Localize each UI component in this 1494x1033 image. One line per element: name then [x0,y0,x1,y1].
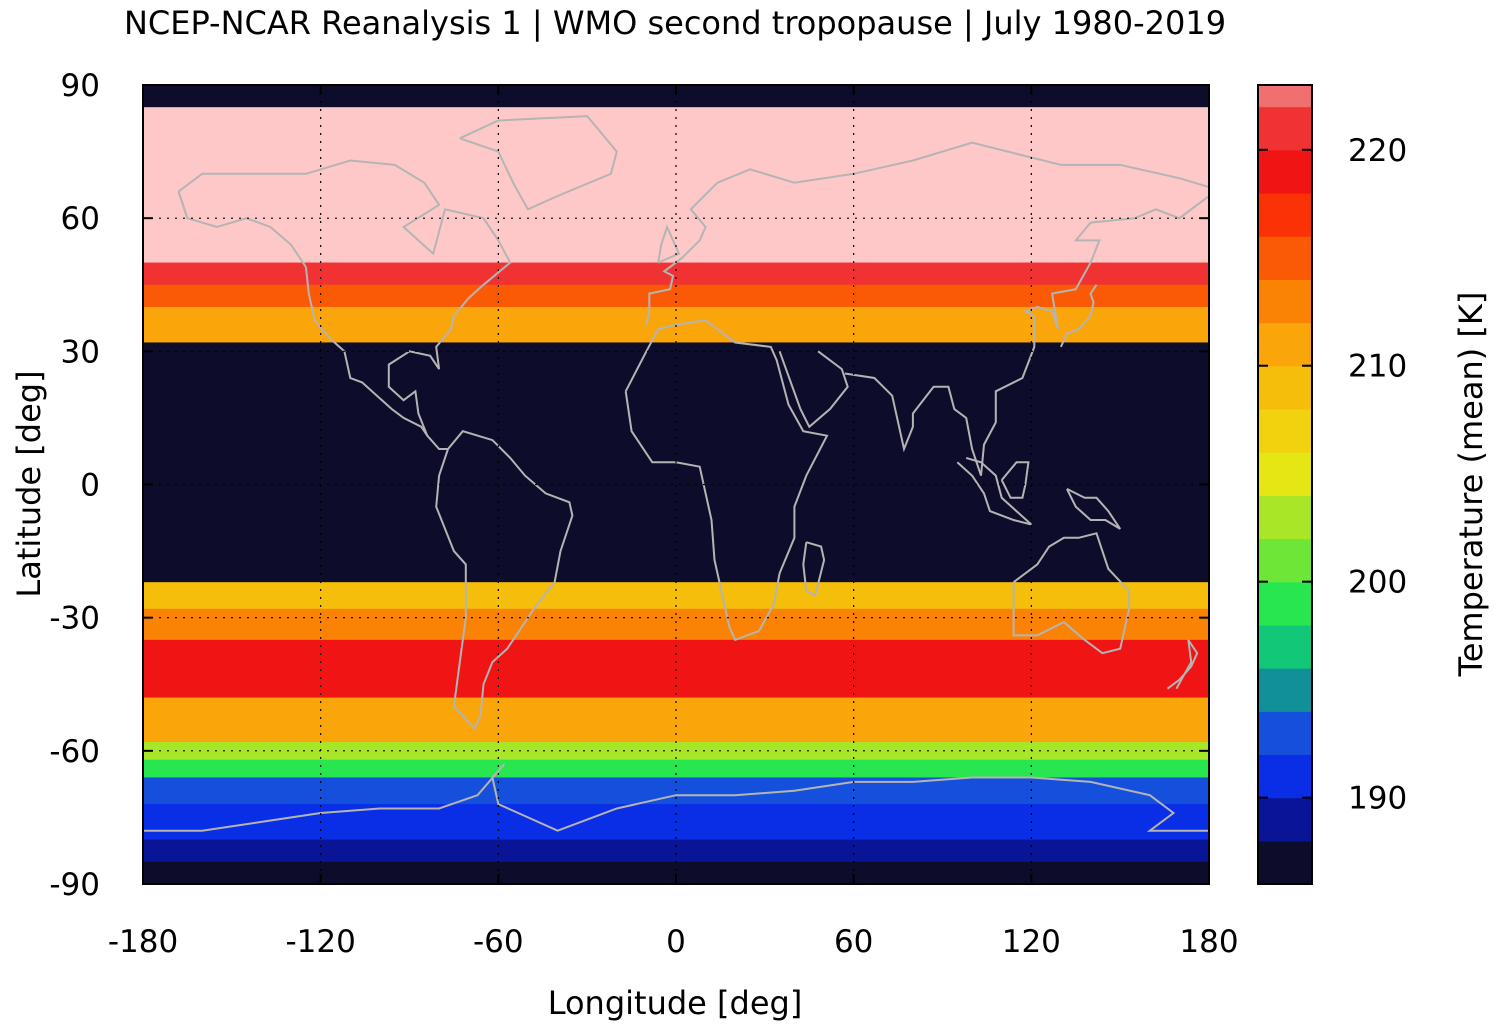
x-tick-label: -180 [108,924,178,960]
y-tick-label: 30 [61,334,100,370]
coastline-17 [657,224,681,264]
coastline-11 [1000,461,1030,499]
y-tick-label: -60 [49,734,100,770]
coastline-15 [143,763,1209,832]
colorbar-level-18 [1258,85,1312,108]
x-tick-labels: -180 -120 -60 0 60 120 180 [108,924,1239,960]
x-tick-label: -120 [285,924,355,960]
coastline-12 [1066,488,1122,530]
x-axis-label: Longitude [deg] [548,984,803,1022]
coastline-13 [1059,284,1098,348]
coastline-8 [844,195,1209,476]
colorbar-level-3 [1258,711,1312,756]
coastline-16 [802,541,826,597]
coastline-10 [956,456,1032,526]
y-axis-label: Latitude [deg] [10,370,48,597]
field-band-3 [143,284,1209,308]
colorbar-level-15 [1258,192,1312,237]
colorbar-frame [1257,84,1313,885]
coastline-14 [1166,639,1199,690]
field-band-1 [143,107,1209,264]
colorbar-level-2 [1258,754,1312,799]
coastlines [143,115,1209,832]
chart-title: NCEP-NCAR Reanalysis 1 | WMO second trop… [124,4,1226,42]
colorbar-level-12 [1258,322,1312,367]
coastline-6 [624,319,829,642]
x-tick-label: 0 [666,924,686,960]
field-band-11 [143,759,1209,779]
colorbar-level-1 [1258,797,1312,842]
coastline-2 [304,266,429,437]
colorbar-level-6 [1258,581,1312,626]
colorbar-level-5 [1258,624,1312,669]
field-band-9 [143,697,1209,743]
colorbar-level-14 [1258,236,1312,280]
colorbar-ticks [1258,148,1312,799]
colorbar-level-7 [1258,538,1312,583]
colorbar-level-16 [1258,149,1312,194]
x-tick-label: 120 [1002,924,1061,960]
colorbar-tick-label: 190 [1348,781,1407,817]
heatmap-field [143,85,1209,884]
colorbar-level-11 [1258,365,1312,410]
colorbar-level-17 [1258,106,1312,151]
colorbar-label: Temperature (mean) [K] [1452,292,1490,678]
y-tick-label: 0 [80,468,100,504]
colorbar-level-10 [1258,408,1312,453]
coastline-9 [1012,532,1131,655]
grid [143,85,1209,884]
coastline-1 [435,430,574,731]
coastline-4 [459,115,618,211]
colorbar-level-9 [1258,452,1312,496]
field-band-0 [143,85,1209,108]
colorbar-tick-labels: 190 200 210 220 [1348,133,1407,817]
colorbar-level-4 [1258,668,1312,712]
y-tick-label: -90 [49,867,100,903]
colorbar-tick-label: 210 [1348,349,1407,385]
y-tick-labels: 90 60 30 0 -30 -60 -90 [49,68,100,903]
colorbar [1258,85,1312,885]
field-band-10 [143,741,1209,761]
colorbar-tick-label: 220 [1348,133,1407,169]
field-band-2 [143,262,1209,286]
field-band-6 [143,582,1209,610]
x-tick-label: -60 [473,924,524,960]
y-tick-label: 90 [61,68,100,104]
coastline-0 [177,159,512,450]
y-tick-label: -30 [49,601,100,637]
colorbar-level-0 [1258,840,1312,885]
field-band-15 [143,861,1209,884]
plot-ticks [142,84,1210,885]
colorbar-level-13 [1258,279,1312,324]
y-tick-label: 60 [61,201,100,237]
coastline-7 [778,350,849,429]
colorbar-tick-label: 200 [1348,565,1407,601]
coastline-3 [177,191,307,268]
x-tick-label: 60 [834,924,873,960]
x-tick-label: 180 [1179,924,1238,960]
colorbar-level-8 [1258,495,1312,540]
field-band-14 [143,839,1209,863]
